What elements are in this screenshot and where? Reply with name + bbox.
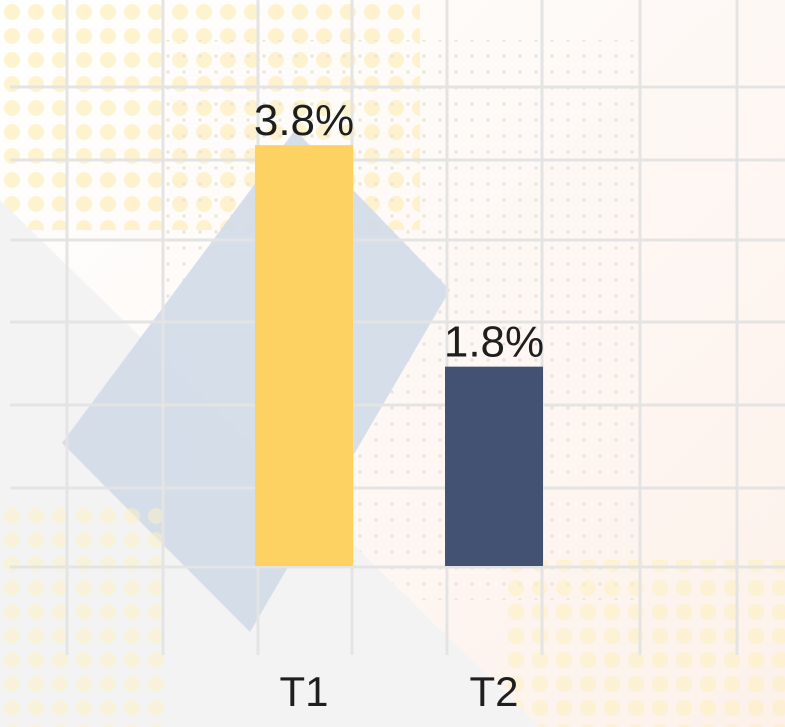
bar [255,145,353,566]
background [0,0,785,727]
x-tick-label: T2 [469,668,518,715]
bar [445,367,543,566]
value-label: 1.8% [444,318,544,367]
value-label: 3.8% [254,96,354,145]
chart: T1 3.8% T2 1.8% [0,0,785,727]
x-tick-label: T1 [279,668,328,715]
